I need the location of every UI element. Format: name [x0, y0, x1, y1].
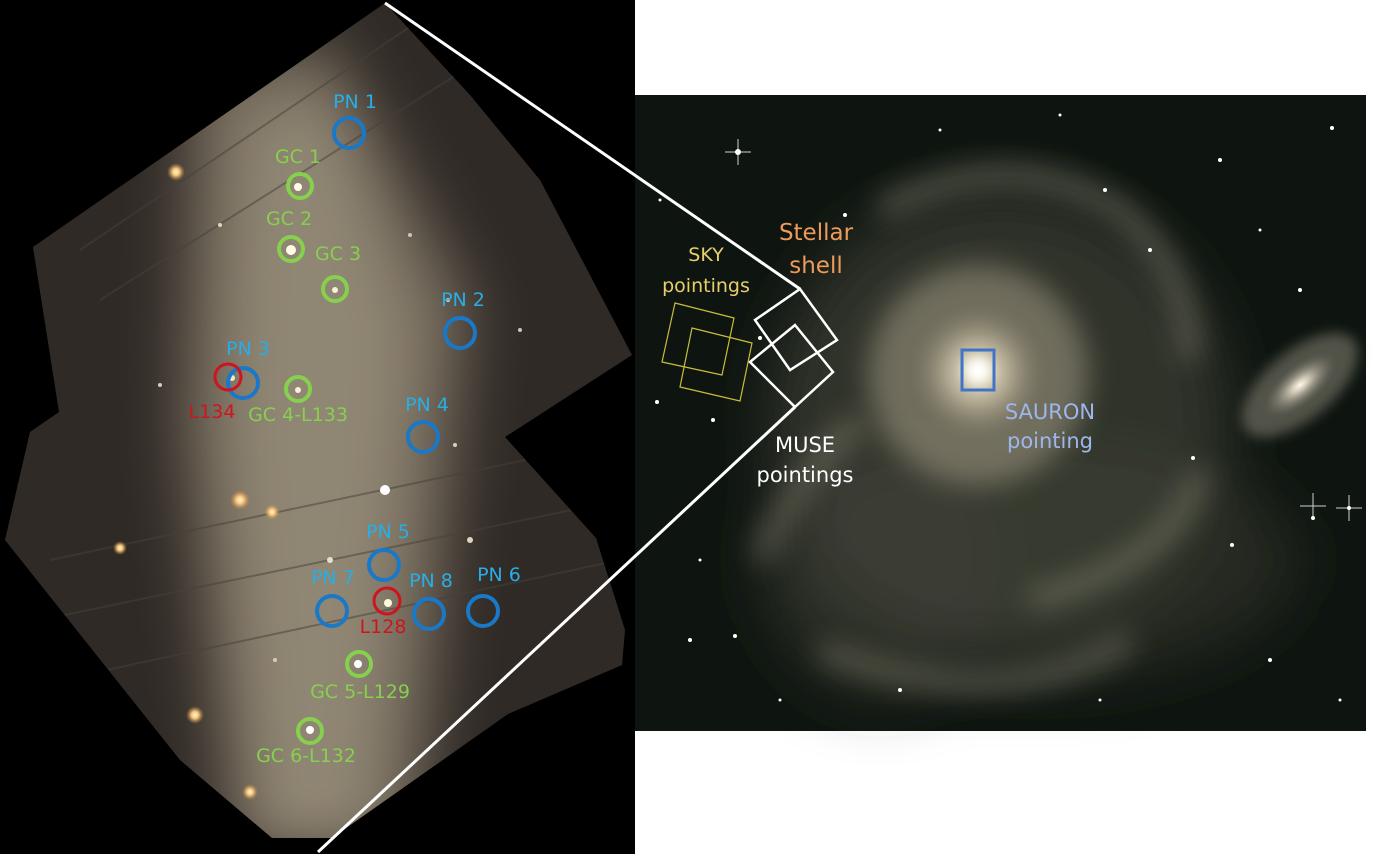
pn1-label: PN 1	[333, 91, 377, 113]
l128-label: L128	[360, 616, 407, 638]
gc-marker	[284, 375, 312, 403]
muse-pointings-boxes	[748, 287, 839, 409]
pn4-label: PN 4	[405, 394, 449, 416]
pn6-label: PN 6	[477, 564, 521, 586]
gc5-label: GC 5-L129	[310, 681, 410, 703]
pn3-label: PN 3	[226, 338, 270, 360]
pn5-label: PN 5	[366, 521, 410, 543]
stellar-shell-label-line2: shell	[789, 253, 843, 279]
gc2-label: GC 2	[266, 208, 312, 230]
pn-marker	[367, 548, 401, 582]
gc3-label: GC 3	[315, 243, 361, 265]
zoom-connector-lines	[316, 1, 801, 854]
pn-marker	[412, 597, 446, 631]
gc4-label: GC 4-L133	[248, 404, 348, 426]
sky-label-line1: SKY	[688, 244, 724, 266]
gc-marker	[321, 275, 349, 303]
pn8-label: PN 8	[409, 570, 453, 592]
gc-marker	[296, 717, 324, 745]
galaxy-field-panel	[635, 95, 1366, 731]
sauron-pointing-box	[960, 348, 996, 392]
muse-label-line1: MUSE	[775, 433, 835, 457]
gc-markers	[277, 172, 373, 745]
pn7-label: PN 7	[311, 567, 355, 589]
pn-marker	[315, 594, 349, 628]
pn-markers	[226, 116, 500, 631]
pn2-label: PN 2	[441, 289, 485, 311]
gc-marker	[345, 650, 373, 678]
sky-pointings-boxes	[661, 302, 753, 402]
stellar-shell-label-line1: Stellar	[779, 220, 854, 246]
l134-marker	[213, 362, 243, 392]
pn-marker	[466, 594, 500, 628]
gc6-label: GC 6-L132	[256, 745, 356, 767]
sauron-label-line2: pointing	[1007, 429, 1093, 453]
pn-marker	[226, 366, 260, 400]
muse-label-line2: pointings	[757, 463, 854, 487]
sky-label-line2: pointings	[662, 275, 750, 297]
muse-mosaic-panel	[0, 0, 635, 854]
red-markers	[213, 362, 402, 616]
gc1-label: GC 1	[275, 146, 321, 168]
gc-marker	[286, 172, 314, 200]
pn-marker	[443, 316, 477, 350]
l128-marker	[372, 586, 402, 616]
sauron-label-line1: SAURON	[1005, 400, 1095, 424]
pn-marker	[332, 116, 366, 150]
pn-marker	[406, 420, 440, 454]
l134-label: L134	[189, 401, 236, 423]
gc-marker	[277, 235, 305, 263]
